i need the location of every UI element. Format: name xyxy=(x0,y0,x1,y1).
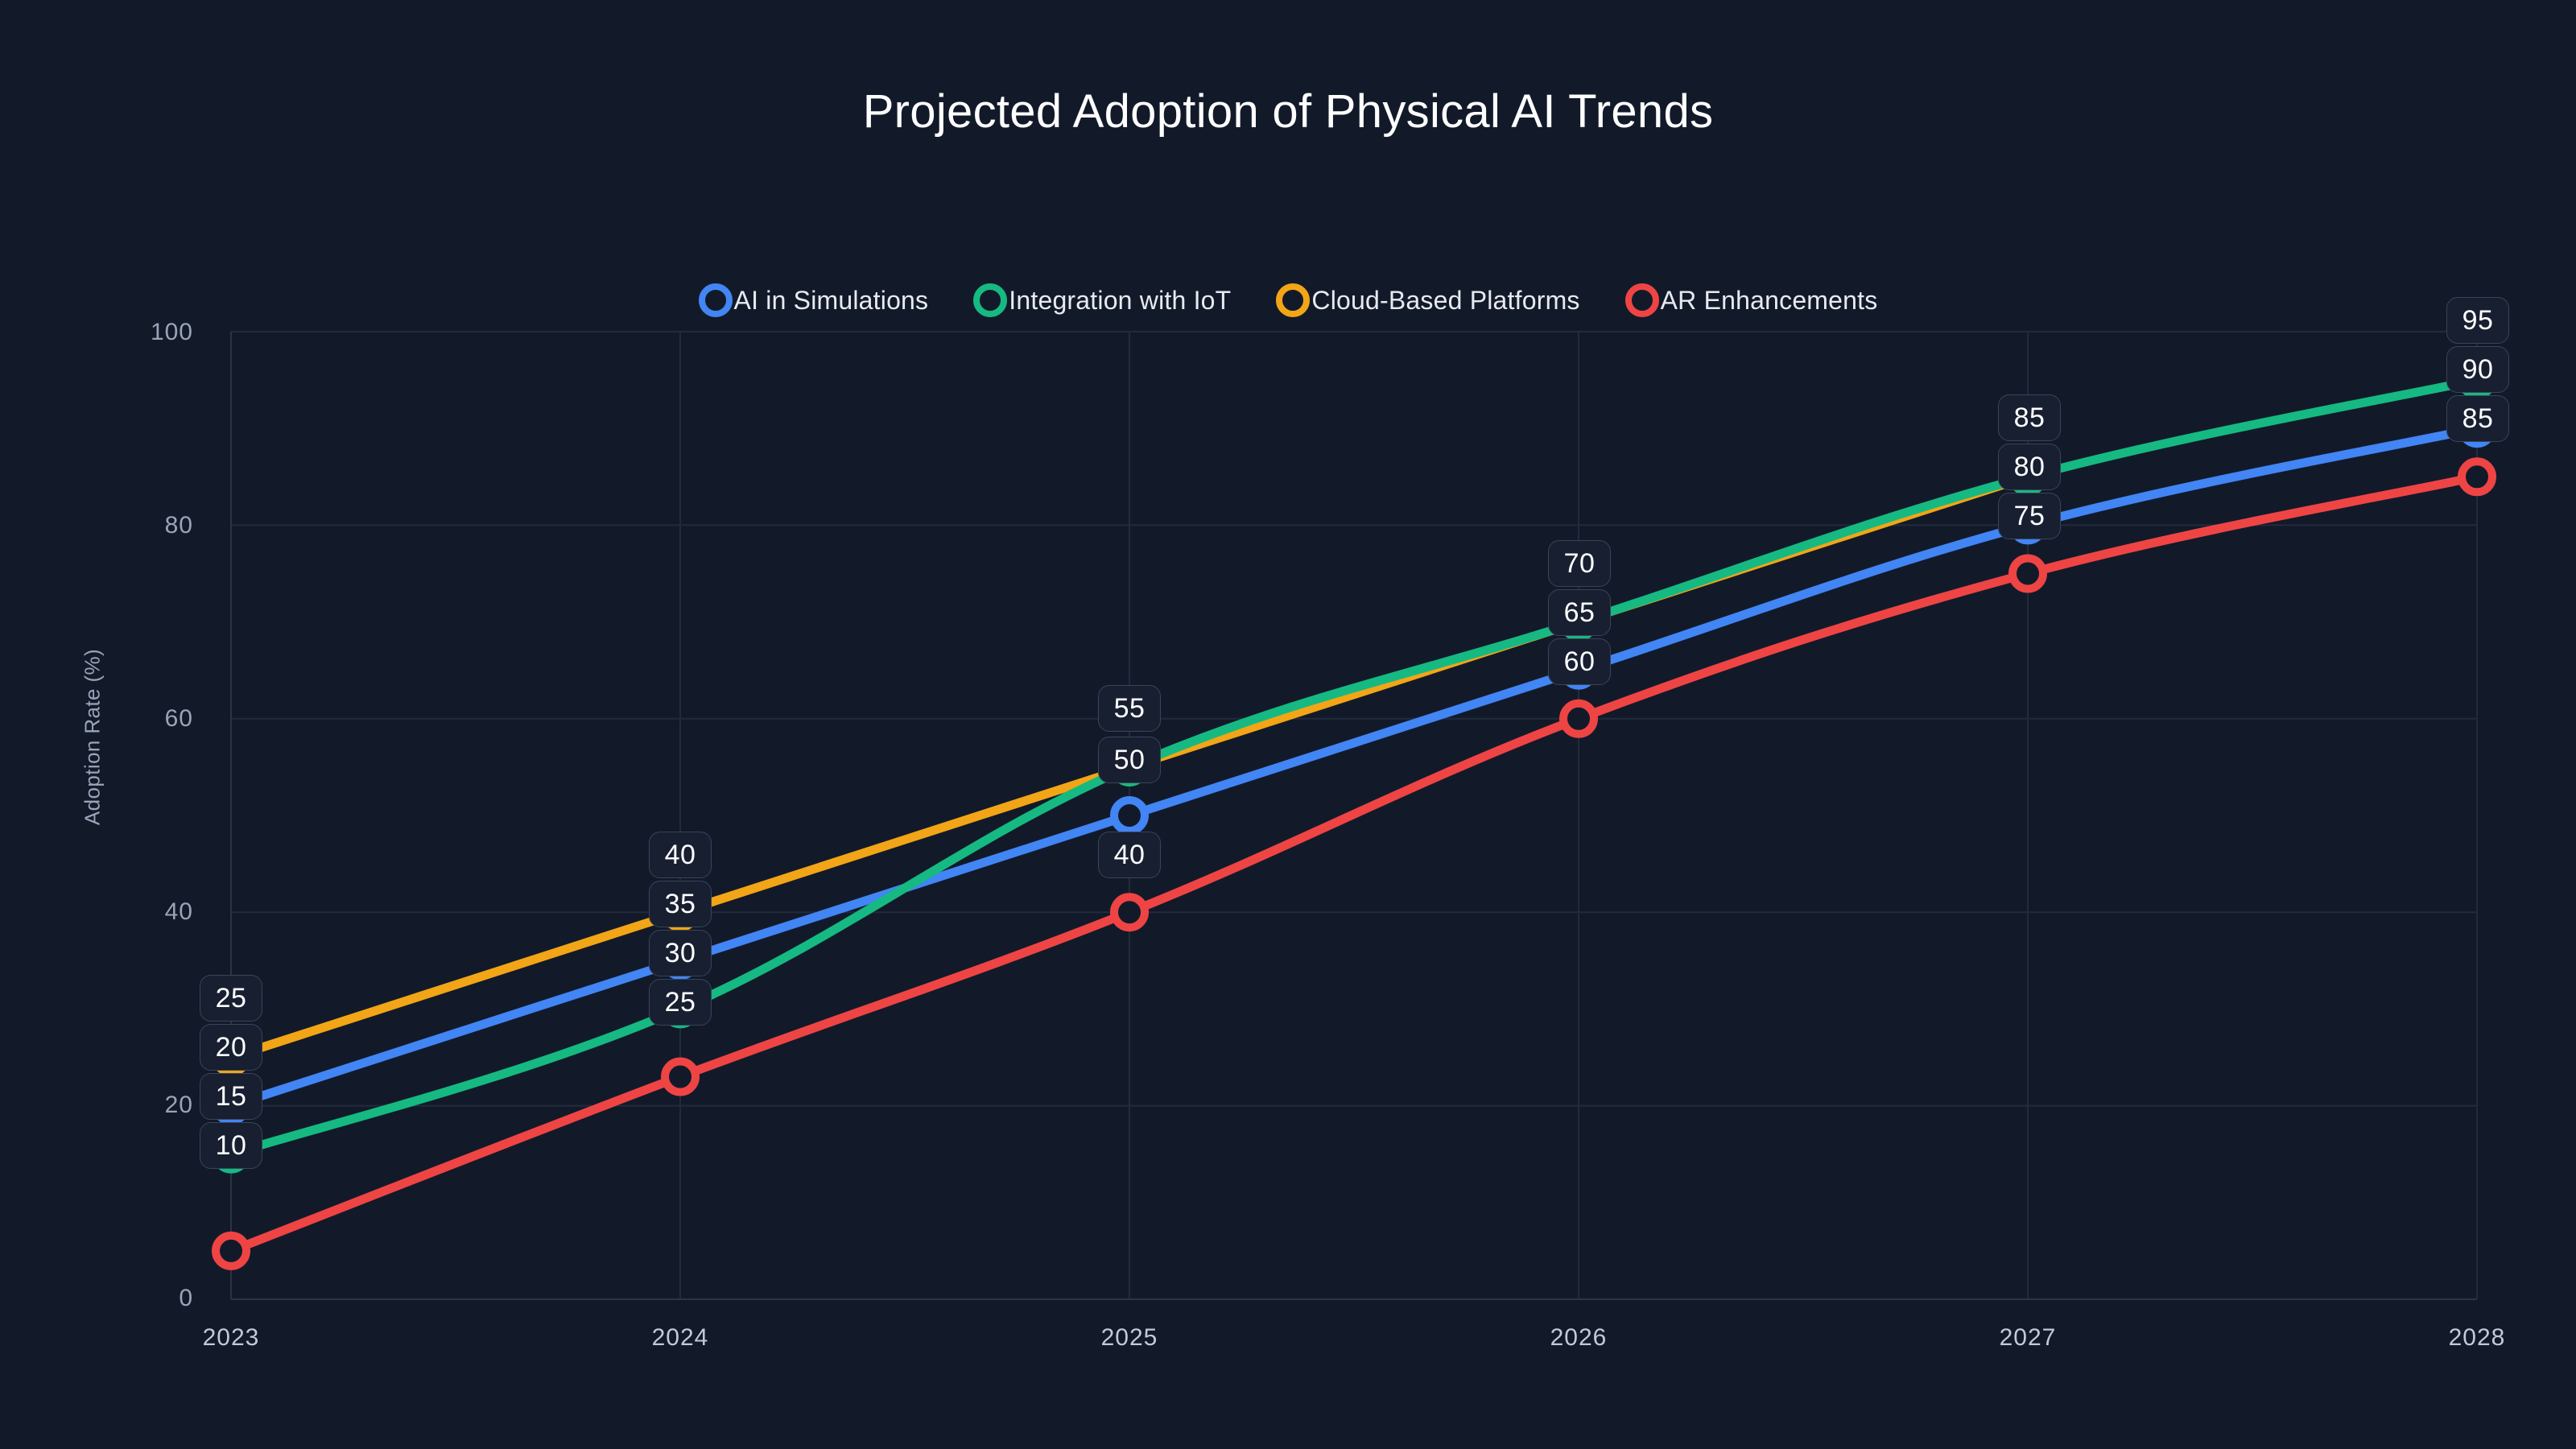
y-tick-40: 40 xyxy=(164,898,193,925)
legend-item-ar-enhancements[interactable]: AR Enhancements xyxy=(1624,283,1878,317)
data-label: 80 xyxy=(1998,444,2061,490)
x-tick-2023: 2023 xyxy=(202,1324,260,1351)
data-label: 40 xyxy=(1098,832,1161,878)
circle-outline-icon xyxy=(1276,283,1311,317)
data-point-marker[interactable] xyxy=(2008,554,2047,593)
series-lines xyxy=(226,375,2482,1256)
series-line-ai-in-simulations xyxy=(226,423,2482,1111)
y-tick-100: 100 xyxy=(150,319,193,345)
data-label: 65 xyxy=(1548,589,1611,636)
x-tick-2026: 2026 xyxy=(1550,1324,1608,1351)
data-label: 25 xyxy=(200,975,262,1022)
series-line-ar-enhancements xyxy=(226,472,2482,1256)
data-point-marker[interactable] xyxy=(661,1057,700,1096)
x-tick-2024: 2024 xyxy=(651,1324,709,1351)
data-label: 30 xyxy=(649,930,712,976)
legend-item-ai-in-simulations[interactable]: AI in Simulations xyxy=(698,283,929,317)
circle-outline-icon xyxy=(698,283,733,317)
data-label: 35 xyxy=(649,881,712,927)
data-label: 50 xyxy=(1098,737,1161,783)
circle-outline-icon xyxy=(973,283,1008,317)
data-point-marker[interactable] xyxy=(212,1231,250,1270)
chart-title: Projected Adoption of Physical AI Trends xyxy=(862,85,1714,138)
series-line-integration-with-iot xyxy=(226,375,2482,1159)
data-label: 15 xyxy=(200,1073,262,1120)
data-label: 75 xyxy=(1998,493,2061,539)
x-tick-2028: 2028 xyxy=(2448,1324,2506,1351)
data-label: 70 xyxy=(1548,540,1611,587)
data-label: 85 xyxy=(1998,394,2061,441)
data-label: 95 xyxy=(2446,297,2509,344)
y-tick-0: 0 xyxy=(179,1285,193,1311)
data-point-marker[interactable] xyxy=(2458,457,2496,497)
x-tick-2025: 2025 xyxy=(1100,1324,1158,1351)
data-label: 55 xyxy=(1098,685,1161,732)
x-tick-2027: 2027 xyxy=(1999,1324,2057,1351)
data-point-marker[interactable] xyxy=(1110,893,1149,932)
y-tick-80: 80 xyxy=(164,512,193,539)
data-label: 20 xyxy=(200,1024,262,1071)
y-tick-60: 60 xyxy=(164,705,193,732)
y-tick-20: 20 xyxy=(164,1092,193,1118)
legend-label: AI in Simulations xyxy=(733,285,929,315)
data-label: 10 xyxy=(200,1122,262,1169)
data-label: 85 xyxy=(2446,395,2509,442)
legend-label: Integration with IoT xyxy=(1009,285,1232,315)
legend-label: Cloud-Based Platforms xyxy=(1311,285,1580,315)
legend-item-integration-with-iot[interactable]: Integration with IoT xyxy=(973,283,1231,317)
data-label: 60 xyxy=(1548,638,1611,685)
legend-label: AR Enhancements xyxy=(1660,285,1878,315)
chart-legend: AI in Simulations Integration with IoT C… xyxy=(0,283,2576,317)
data-label: 90 xyxy=(2446,346,2509,393)
data-label: 25 xyxy=(649,979,712,1026)
data-point-marker[interactable] xyxy=(1559,699,1598,738)
circle-outline-icon xyxy=(1624,283,1659,317)
legend-item-cloud-based-platforms[interactable]: Cloud-Based Platforms xyxy=(1276,283,1579,317)
y-axis-title: Adoption Rate (%) xyxy=(80,648,105,826)
data-point-marker[interactable] xyxy=(1110,796,1149,835)
data-label: 40 xyxy=(649,832,712,878)
